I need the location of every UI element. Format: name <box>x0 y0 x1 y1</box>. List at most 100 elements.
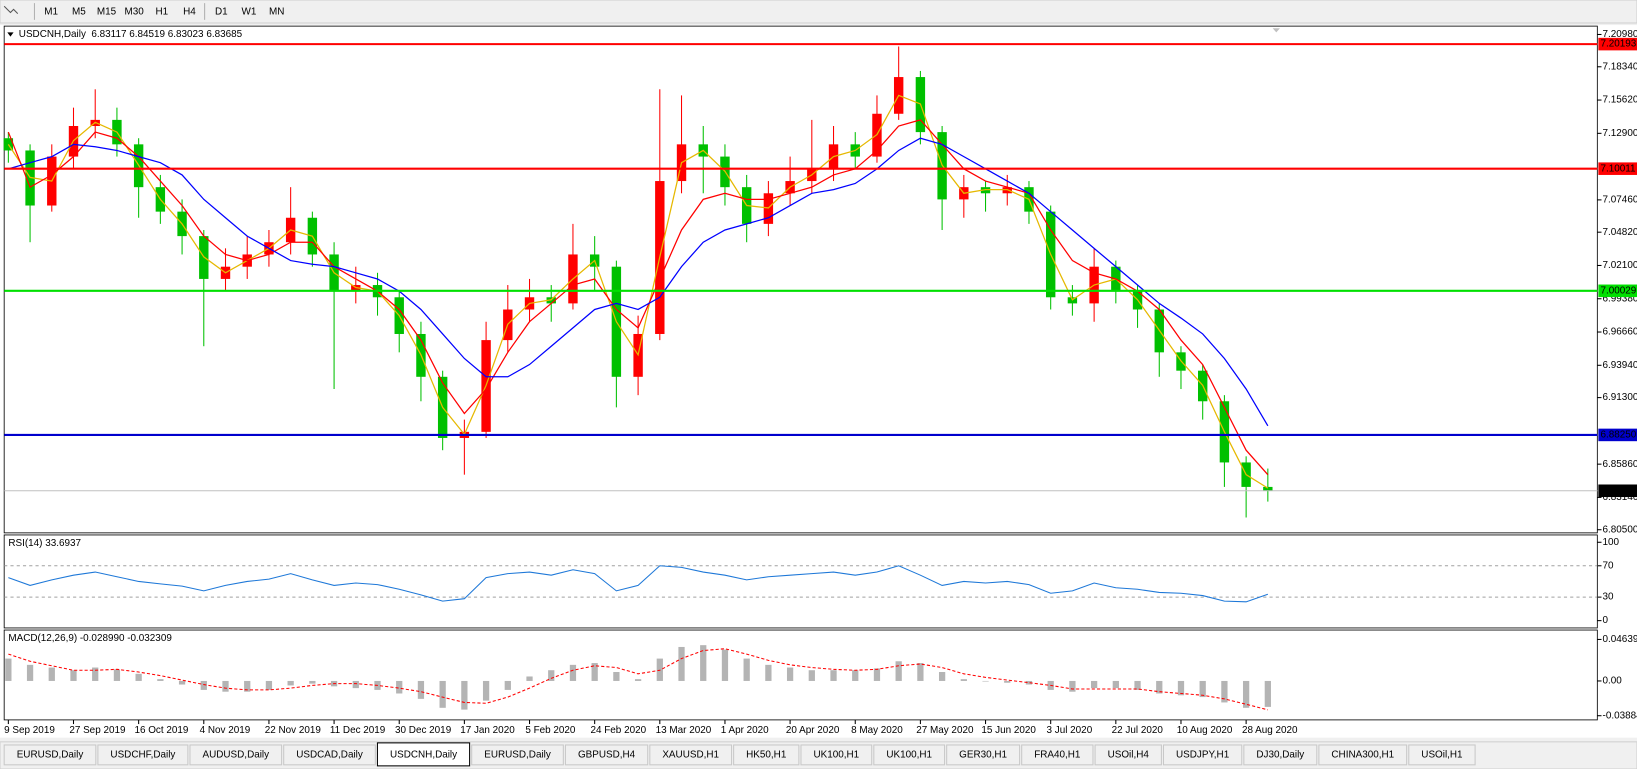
macd-bar <box>960 679 967 681</box>
macd-bar <box>26 664 34 681</box>
timeframe-button[interactable] <box>264 3 290 20</box>
symbol-tab-label[interactable]: XAUUSD,H1 <box>662 750 719 761</box>
y-tick-label: 0.00 <box>1603 676 1623 687</box>
macd-bar <box>244 680 251 692</box>
symbol-tab[interactable] <box>189 744 283 766</box>
symbol-tab-label[interactable]: GBPUSD,H4 <box>578 750 636 761</box>
x-tick-label: 28 Aug 2020 <box>1242 725 1298 736</box>
y-tick-label: 7.18340 <box>1603 61 1637 72</box>
x-tick-label: 1 Apr 2020 <box>721 725 769 736</box>
symbol-tab-label[interactable]: UK100,H1 <box>886 750 932 761</box>
timeframe-button[interactable] <box>121 3 147 20</box>
macd-bar <box>1177 680 1185 696</box>
y-tick-label: 0 <box>1603 615 1609 626</box>
y-tick-label: 30 <box>1603 592 1615 603</box>
y-tick-label: 6.80500 <box>1603 524 1637 535</box>
timeframe-button[interactable] <box>38 3 64 20</box>
symbol-tab[interactable] <box>1094 744 1162 766</box>
symbol-tab[interactable] <box>733 744 800 766</box>
symbol-tab-label[interactable]: AUDUSD,Daily <box>203 750 270 761</box>
symbol-tab-label[interactable]: USDCNH,Daily <box>390 750 457 761</box>
macd-bar <box>309 680 316 684</box>
symbol-tab-label[interactable]: DJ30,Daily <box>1256 750 1304 761</box>
x-tick-label: 13 Mar 2020 <box>656 725 712 736</box>
macd-bar <box>852 670 859 681</box>
x-tick-label: 11 Dec 2019 <box>330 725 386 736</box>
price-level-label: 7.20193 <box>1600 39 1636 50</box>
rsi-line <box>8 565 1269 603</box>
symbol-tab[interactable] <box>873 744 946 766</box>
timeframe-label[interactable]: M1 <box>44 7 58 18</box>
symbol-tab[interactable] <box>1243 744 1318 766</box>
symbol-tab-label[interactable]: GER30,H1 <box>959 750 1007 761</box>
symbol-tab[interactable] <box>649 744 733 766</box>
macd-bar <box>1025 680 1033 685</box>
macd-bar <box>1090 680 1098 689</box>
price-level-label: 7.10011 <box>1600 163 1636 174</box>
symbol-tab[interactable] <box>1408 744 1476 766</box>
y-tick-label: 0.046394 <box>1603 634 1637 645</box>
symbol-tab[interactable] <box>1021 744 1094 766</box>
bid-line-label-box <box>1598 484 1637 498</box>
moving-average <box>7 94 1269 489</box>
symbol-tab-label[interactable]: EURUSD,Daily <box>17 750 84 761</box>
symbol-tab[interactable] <box>471 744 564 766</box>
symbol-tab-label[interactable]: USDJPY,H1 <box>1176 750 1230 761</box>
timeframe-label[interactable]: H1 <box>155 7 168 18</box>
symbol-tab[interactable] <box>564 744 649 766</box>
moving-average <box>7 119 1269 476</box>
candle-body <box>1263 486 1273 491</box>
symbol-tab[interactable] <box>1318 744 1408 766</box>
x-tick-label: 22 Nov 2019 <box>265 725 322 736</box>
macd-bar <box>917 663 924 681</box>
timeframe-button[interactable] <box>149 3 175 20</box>
macd-bar <box>700 645 707 681</box>
symbol-tab-label[interactable]: USDCHF,Daily <box>110 750 175 761</box>
timeframe-button[interactable] <box>208 3 234 20</box>
toolbar-icon[interactable] <box>3 5 19 14</box>
symbol-tab-label[interactable]: USOil,H1 <box>1421 750 1463 761</box>
timeframe-label[interactable]: M5 <box>72 7 86 18</box>
x-tick-label: 3 Jul 2020 <box>1047 725 1093 736</box>
price-level-label: 7.00029 <box>1600 285 1636 296</box>
symbol-tab-label[interactable]: USDCAD,Daily <box>296 750 363 761</box>
x-tick-label: 16 Oct 2019 <box>134 725 188 736</box>
symbol-tab-label[interactable]: EURUSD,Daily <box>484 750 551 761</box>
y-tick-label: 6.91300 <box>1603 392 1637 403</box>
toolbar <box>0 0 1637 24</box>
macd-bar <box>461 680 468 710</box>
timeframe-label[interactable]: H4 <box>183 7 196 18</box>
symbol-tab-label[interactable]: USOil,H4 <box>1108 750 1150 761</box>
symbol-tab[interactable] <box>946 744 1021 766</box>
timeframe-button[interactable] <box>176 3 203 20</box>
symbol-tab[interactable] <box>800 744 873 766</box>
timeframe-label[interactable]: MN <box>269 7 284 18</box>
macd-bar <box>1156 680 1163 694</box>
timeframe-button[interactable] <box>66 3 92 20</box>
symbol-tab-label[interactable]: UK100,H1 <box>813 750 859 761</box>
bid-line-label: 6.83685 <box>1600 485 1636 496</box>
symbol-tab-label[interactable]: HK50,H1 <box>746 750 787 761</box>
price-level-label-box <box>1598 162 1637 175</box>
symbol-tab-label[interactable]: FRA40,H1 <box>1034 750 1081 761</box>
macd-bar <box>70 670 77 681</box>
symbol-tab[interactable] <box>376 742 471 767</box>
symbol-tab[interactable] <box>1162 744 1243 766</box>
macd-bar <box>504 680 511 690</box>
symbol-tab[interactable] <box>3 744 97 766</box>
timeframe-button[interactable] <box>93 3 120 20</box>
macd-panel <box>3 629 1598 721</box>
timeframe-label[interactable]: D1 <box>215 7 228 18</box>
symbol-tab[interactable] <box>283 744 376 766</box>
x-tick-label: 24 Feb 2020 <box>590 725 646 736</box>
collapse-arrow[interactable] <box>7 32 14 37</box>
timeframe-label[interactable]: M30 <box>125 7 145 18</box>
timeframe-label[interactable]: W1 <box>242 7 257 18</box>
symbol-tab-label[interactable]: CHINA300,H1 <box>1331 750 1394 761</box>
timeframe-button[interactable] <box>236 3 262 20</box>
symbol-tab[interactable] <box>97 744 189 766</box>
timeframe-label[interactable]: M15 <box>97 7 117 18</box>
y-tick-label: 100 <box>1603 537 1620 548</box>
